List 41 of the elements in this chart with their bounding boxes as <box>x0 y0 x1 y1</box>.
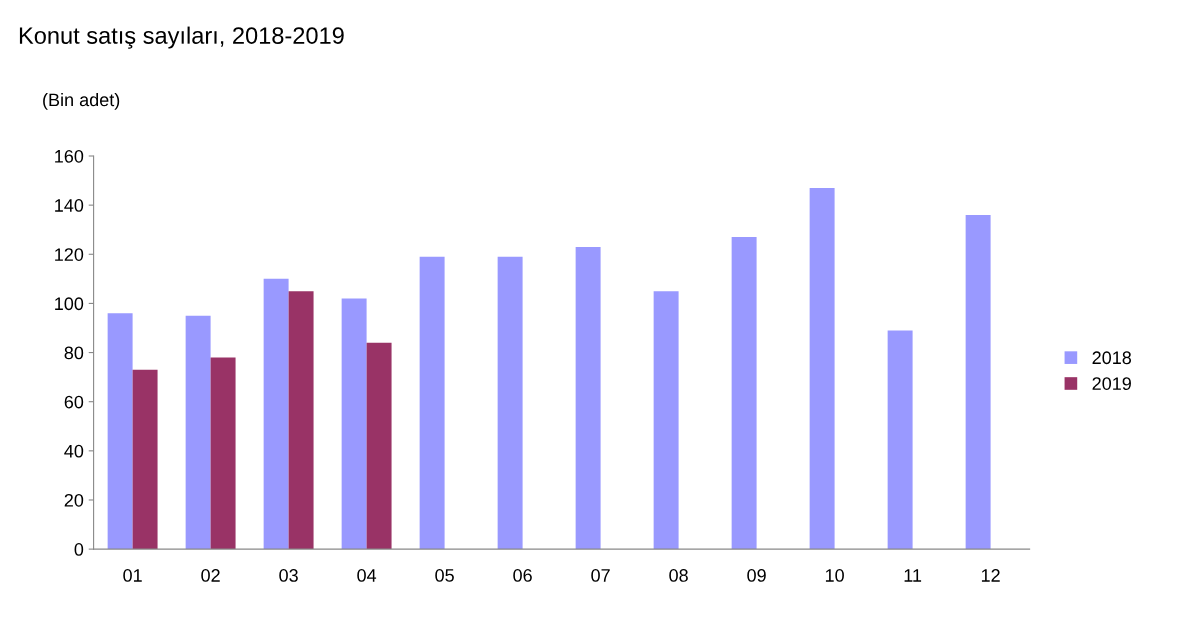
x-tick-label: 12 <box>981 569 1000 582</box>
bar <box>887 330 913 550</box>
x-tick-label: 08 <box>669 569 688 582</box>
x-tick-label: 09 <box>747 569 766 582</box>
y-tick-label: 0 <box>74 543 84 556</box>
bar <box>185 315 211 550</box>
x-tick-label: 04 <box>357 569 377 582</box>
y-tick-label: 80 <box>64 346 84 360</box>
chart-title: Konut satış sayıları, 2018-2019 <box>19 26 344 49</box>
bar <box>575 246 601 550</box>
bar <box>366 342 392 550</box>
x-tick-label: 07 <box>591 569 610 582</box>
legend-label: 2019 <box>1092 377 1131 390</box>
bar <box>107 313 133 550</box>
bar <box>288 291 314 550</box>
x-tick-label: 10 <box>825 569 844 582</box>
bar <box>263 278 289 550</box>
x-tick-label: 06 <box>513 569 532 582</box>
bar <box>809 187 835 550</box>
y-tick-label: 120 <box>55 248 84 261</box>
y-tick-label: 40 <box>64 444 84 458</box>
bar <box>419 256 445 550</box>
bar <box>653 291 679 550</box>
y-tick-label: 100 <box>55 297 84 311</box>
bar <box>132 369 158 550</box>
bar <box>341 298 367 550</box>
bar <box>497 256 523 550</box>
bar <box>210 357 236 550</box>
x-tick-label: 02 <box>201 569 220 582</box>
legend-label: 2018 <box>1092 351 1132 365</box>
y-axis-title: (Bin adet) <box>43 93 120 110</box>
bar <box>731 237 757 550</box>
x-tick-label: 01 <box>123 569 142 582</box>
y-tick-label: 60 <box>64 395 84 409</box>
x-tick-label: 05 <box>435 569 454 582</box>
y-tick-label: 140 <box>55 199 84 212</box>
bar <box>965 214 991 550</box>
x-tick-label: 03 <box>279 569 298 582</box>
y-tick-label: 160 <box>55 149 84 163</box>
y-tick-label: 20 <box>64 493 84 507</box>
x-tick-label: 11 <box>904 569 922 582</box>
